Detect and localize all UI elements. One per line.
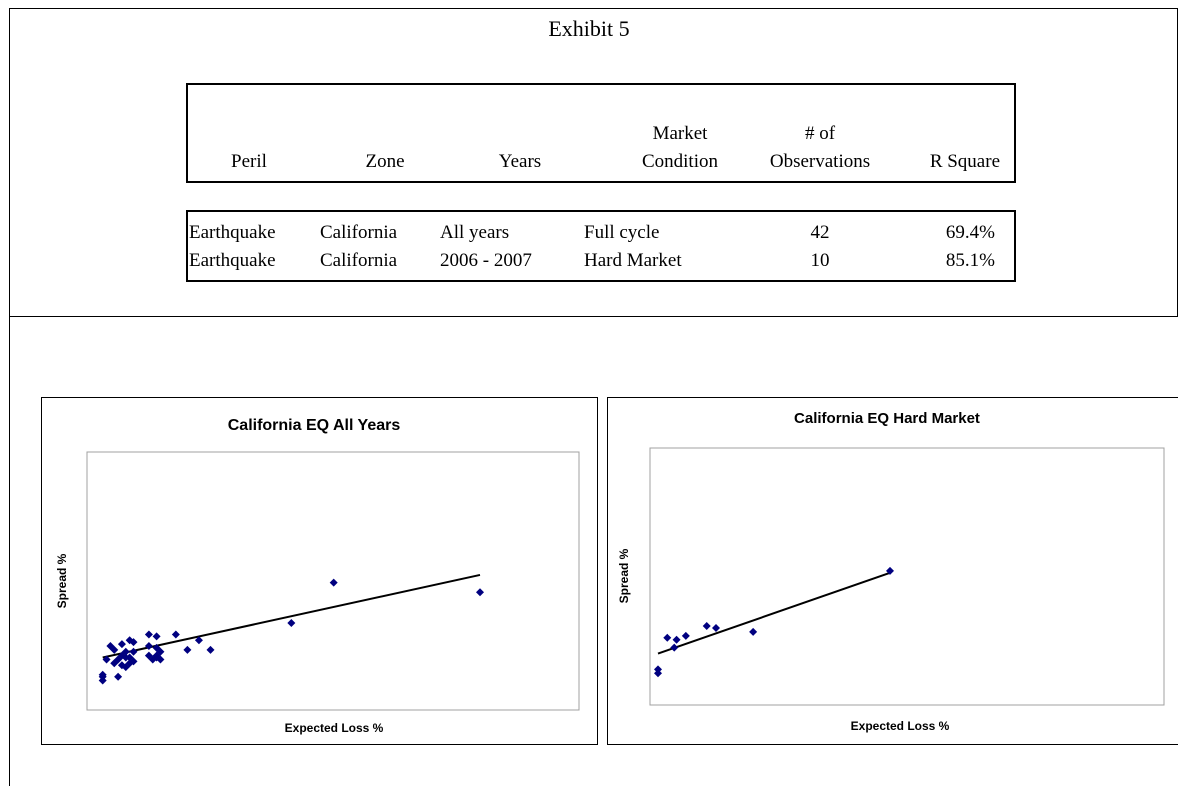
chart-all-years: California EQ All Years Spread % Expecte…: [41, 397, 598, 745]
header-market-line1: Market: [652, 123, 708, 144]
header-market-line2: Condition: [641, 151, 718, 172]
x-axis-label: Expected Loss %: [285, 721, 384, 735]
header-peril: Peril: [231, 151, 267, 172]
data-point: [152, 632, 161, 641]
plot-area: [649, 447, 1165, 706]
section-divider: [9, 316, 1178, 317]
data-point: [171, 630, 180, 639]
data-point: [663, 633, 672, 642]
row2-years: 2006 - 2007: [440, 250, 532, 271]
data-point: [670, 643, 679, 652]
row2-rsquare: 85.1%: [945, 250, 995, 271]
data-point: [117, 640, 126, 649]
frame-left-border: [9, 316, 10, 786]
y-axis-label: Spread %: [617, 548, 631, 603]
data-point: [144, 630, 153, 639]
data-point: [114, 672, 123, 681]
data-point: [156, 647, 165, 656]
chart-hard-market-svg: California EQ Hard Market Spread % Expec…: [617, 410, 1165, 733]
header-zone: Zone: [365, 151, 405, 172]
row2-obs: 10: [810, 250, 830, 271]
data-point: [329, 578, 338, 587]
row1-peril: Earthquake: [189, 222, 276, 243]
header-obs-line1: # of: [804, 123, 836, 144]
row2-market: Hard Market: [584, 250, 682, 271]
data-point: [129, 647, 138, 656]
data-point: [672, 635, 681, 644]
data-point: [125, 653, 134, 662]
header-rsquare: R Square: [929, 151, 1000, 172]
table-body: [186, 210, 1016, 282]
data-point: [121, 647, 130, 656]
data-marks: [98, 573, 484, 685]
data-point: [129, 657, 138, 666]
data-point: [206, 645, 215, 654]
row1-market: Full cycle: [584, 222, 660, 243]
data-point: [681, 631, 690, 640]
data-point: [702, 621, 711, 630]
exhibit-title: Exhibit 5: [548, 16, 630, 41]
chart-title: California EQ Hard Market: [794, 410, 980, 427]
x-axis-label: Expected Loss %: [851, 719, 950, 733]
trend-line: [102, 573, 481, 659]
table-header: [186, 83, 1016, 183]
data-point: [156, 655, 165, 664]
data-point: [98, 670, 107, 679]
data-point: [749, 627, 758, 636]
data-point: [144, 642, 153, 650]
data-marks: [654, 566, 894, 678]
chart-all-years-svg: California EQ All Years Spread % Expecte…: [55, 417, 580, 735]
row1-obs: 42: [810, 222, 830, 243]
data-point: [287, 618, 296, 627]
data-point: [712, 623, 720, 632]
data-point: [886, 566, 894, 575]
row1-zone: California: [320, 222, 398, 243]
data-point: [654, 665, 662, 674]
header-obs-line2: Observations: [769, 151, 871, 172]
data-point: [102, 655, 111, 664]
data-point: [476, 588, 484, 597]
trend-line: [657, 571, 891, 655]
row2-zone: California: [320, 250, 398, 271]
chart-title: California EQ All Years: [228, 417, 401, 434]
data-point: [183, 645, 192, 654]
row1-years: All years: [440, 222, 510, 243]
y-axis-label: Spread %: [55, 553, 69, 608]
header-years: Years: [498, 151, 542, 172]
row2-peril: Earthquake: [189, 250, 276, 271]
data-point: [129, 638, 138, 647]
row1-rsquare: 69.4%: [945, 222, 995, 243]
data-point: [110, 645, 119, 654]
chart-hard-market: California EQ Hard Market Spread % Expec…: [607, 397, 1178, 745]
data-point: [194, 636, 203, 645]
